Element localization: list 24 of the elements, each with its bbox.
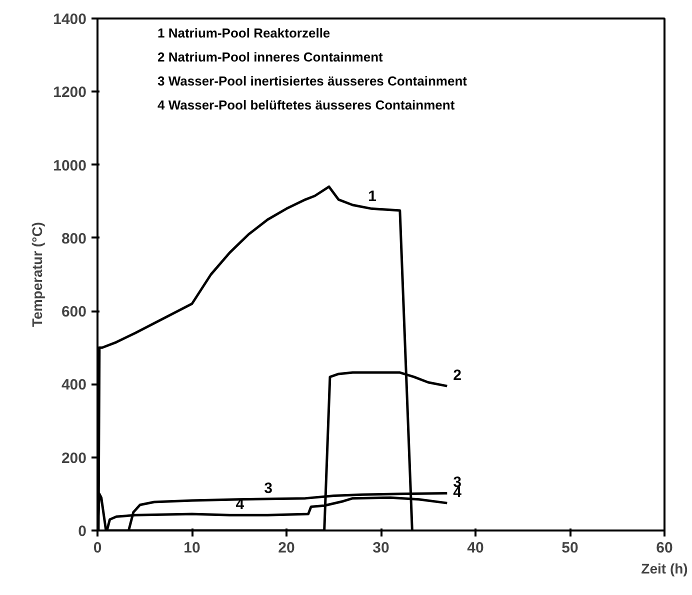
y-tick-label: 400 (61, 376, 87, 394)
x-tick-label: 50 (562, 540, 578, 556)
x-tick-label: 30 (372, 540, 390, 556)
y-tick-label: 0 (78, 523, 86, 540)
x-tick-label: 40 (467, 540, 484, 556)
y-tick-label: 1000 (53, 157, 87, 174)
y-tick-label: 800 (61, 230, 87, 248)
y-tick-label: 600 (61, 304, 87, 321)
x-tick-label: 10 (184, 540, 200, 556)
annotation: 1 (368, 188, 376, 205)
annotation: 1 Natrium-Pool Reaktorzelle (158, 26, 330, 40)
annotation: 2 Natrium-Pool inneres Containment (158, 50, 384, 64)
y-tick-label: 1200 (53, 84, 87, 102)
x-axis-title: Zeit (h) (641, 560, 688, 576)
y-tick-label: 1400 (53, 11, 87, 28)
x-tick-label: 60 (656, 540, 673, 556)
annotation: 4 Wasser-Pool belüftetes äusseres Containment (158, 98, 456, 112)
annotation: 2 (453, 367, 462, 384)
y-tick-label: 200 (61, 450, 87, 467)
annotation: 3 Wasser-Pool inertisiertes äusseres Containment (158, 74, 468, 88)
x-tick-label: 0 (93, 540, 102, 556)
y-axis-title: Temperatur (°C) (29, 222, 46, 327)
x-tick-label: 20 (278, 540, 295, 556)
annotation: 3 (264, 480, 272, 498)
